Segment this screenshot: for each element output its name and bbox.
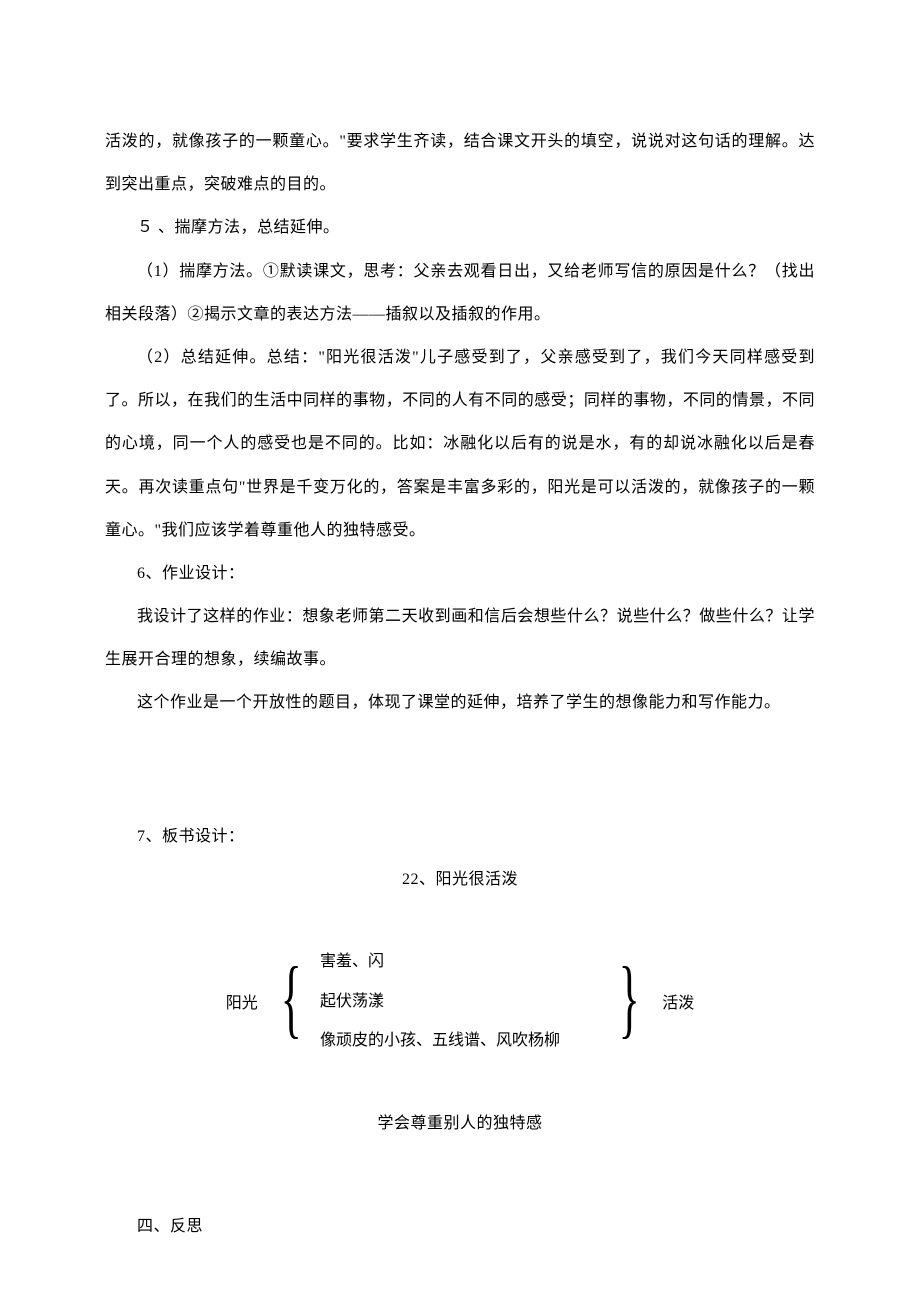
board-moral: 学会尊重别人的独特感	[105, 1102, 815, 1145]
left-brace-icon: {	[280, 955, 301, 1043]
paragraph-6-1: 我设计了这样的作业：想象老师第二天收到画和信后会想些什么？说些什么？做些什么？让…	[105, 595, 815, 681]
spacer	[105, 725, 815, 815]
diagram-item: 害羞、闪	[320, 949, 600, 975]
diagram-right-label: 活泼	[658, 989, 694, 1013]
paragraph-5-1: （1）揣摩方法。①默读课文，思考：父亲去观看日出，又给老师写信的原因是什么？（找…	[105, 250, 815, 336]
diagram-row: 阳光 { 害羞、闪 起伏荡漾 像顽皮的小孩、五线谱、风吹杨柳 } 活泼	[226, 949, 695, 1054]
spacer	[105, 1145, 815, 1205]
heading-5: ５ 、揣摩方法，总结延伸。	[105, 206, 815, 249]
diagram-middle-list: 害羞、闪 起伏荡漾 像顽皮的小孩、五线谱、风吹杨柳	[320, 949, 600, 1054]
board-diagram: 阳光 { 害羞、闪 起伏荡漾 像顽皮的小孩、五线谱、风吹杨柳 } 活泼	[105, 949, 815, 1054]
diagram-item: 起伏荡漾	[320, 989, 600, 1015]
diagram-left-label: 阳光	[226, 989, 262, 1013]
spacer	[105, 901, 815, 931]
diagram-item: 像顽皮的小孩、五线谱、风吹杨柳	[320, 1028, 600, 1054]
paragraph-5-2: （2）总结延伸。总结："阳光很活泼"儿子感受到了，父亲感受到了，我们今天同样感受…	[105, 336, 815, 552]
spacer	[105, 1072, 815, 1102]
paragraph-continuation: 活泼的，就像孩子的一颗童心。"要求学生齐读，结合课文开头的填空，说说对这句话的理…	[105, 120, 815, 206]
heading-6: 6、作业设计：	[105, 552, 815, 595]
board-title: 22、阳光很活泼	[105, 858, 815, 901]
heading-7: 7、板书设计：	[105, 815, 815, 858]
heading-section-4: 四、反思	[105, 1205, 815, 1248]
right-brace-icon: }	[619, 955, 640, 1043]
paragraph-6-2: 这个作业是一个开放性的题目，体现了课堂的延伸，培养了学生的想像能力和写作能力。	[105, 681, 815, 724]
